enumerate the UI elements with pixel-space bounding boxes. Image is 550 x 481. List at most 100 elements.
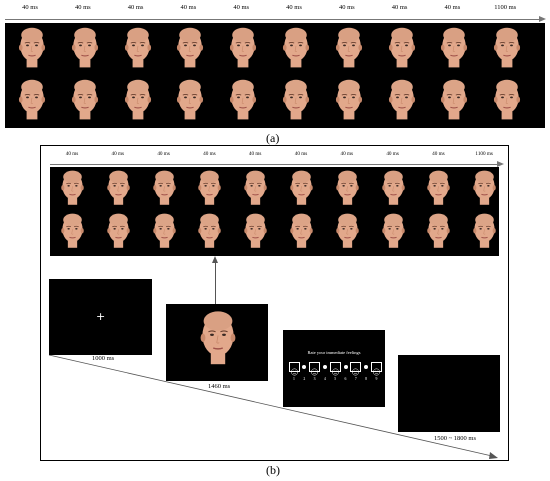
panel-a-face-row2-5 — [225, 77, 261, 129]
face-icon — [336, 213, 359, 248]
face-icon — [473, 213, 496, 248]
face-icon — [336, 170, 359, 205]
panel-b-face-row2-7 — [332, 211, 363, 257]
face-icon — [71, 27, 98, 68]
face-icon — [473, 170, 496, 205]
rating-face-icon-3 — [309, 362, 321, 376]
fixation-screen: + — [49, 279, 152, 355]
panel-a-timing-4: 40 ms — [180, 4, 197, 11]
rating-number-5: 5 — [334, 377, 337, 381]
face-icon — [494, 27, 521, 68]
panel-a-face-row1-2 — [67, 25, 103, 77]
panel-a-face-row2-3 — [120, 77, 156, 129]
panel-b-face-row2-3 — [149, 211, 180, 257]
panel-b-face-row1-7 — [332, 168, 363, 214]
face-icon — [177, 27, 204, 68]
rating-number-6: 6 — [344, 377, 347, 381]
face-icon — [244, 213, 267, 248]
panel-a-face-row1-8 — [384, 25, 420, 77]
rating-face-icon-9 — [370, 362, 382, 376]
target-face — [194, 308, 242, 375]
face-icon — [381, 170, 405, 205]
panel-a-label: (a) — [266, 131, 280, 145]
panel-a-face-row2-8 — [384, 77, 420, 129]
face-icon — [335, 27, 362, 68]
panel-b-face-row1-6 — [286, 168, 317, 214]
face-icon — [282, 79, 310, 120]
face-icon — [124, 27, 151, 68]
rating-number-9: 9 — [375, 377, 378, 381]
rating-dot-4 — [322, 365, 327, 369]
panel-a-timing-6: 40 ms — [286, 4, 302, 11]
panel-a-time-arrowhead — [539, 16, 546, 22]
rating-face-icon-5 — [329, 362, 341, 376]
panel-b-face-row1-3 — [149, 168, 180, 214]
face-icon — [198, 213, 222, 248]
rating-face-icon-7 — [350, 362, 362, 376]
panel-b-face-row1-8 — [378, 168, 409, 214]
face-icon — [107, 170, 130, 205]
panel-a-timing-9: 40 ms — [444, 4, 461, 11]
face-icon — [290, 213, 313, 248]
rating-number-8: 8 — [365, 377, 368, 381]
panel-a-timing-7: 40 ms — [338, 4, 355, 11]
face-icon — [18, 27, 46, 68]
face-icon — [61, 213, 84, 248]
panel-b-face-row2-1 — [57, 211, 88, 257]
face-icon — [427, 213, 451, 248]
panel-b-face-row2-2 — [103, 211, 134, 257]
panel-b-timing-8: 40 ms — [386, 151, 399, 157]
panel-b-timing-10: 1100 ms — [475, 151, 493, 157]
face-duration: 1460 ms — [208, 383, 231, 390]
panel-a-face-row1-9 — [436, 25, 472, 77]
face-icon — [152, 170, 176, 205]
rating-number-7: 7 — [354, 377, 357, 381]
panel-b-face-row2-5 — [240, 211, 271, 257]
face-icon — [18, 79, 46, 120]
panel-b-frame — [40, 145, 509, 461]
face-icon — [244, 170, 267, 205]
panel-b-time-arrow — [50, 164, 498, 165]
panel-a-face-row2-6 — [278, 77, 314, 129]
fixation-cross: + — [96, 310, 106, 323]
face-icon — [198, 170, 222, 205]
panel-b-face-row1-2 — [103, 168, 134, 214]
panel-a-face-row1-10 — [489, 25, 525, 77]
face-icon — [381, 213, 405, 248]
rating-number-1: 1 — [293, 377, 295, 381]
panel-a-face-row2-1 — [14, 77, 50, 129]
panel-b-timing-6: 40 ms — [294, 151, 308, 157]
panel-b-face-row1-5 — [240, 168, 271, 214]
panel-b-label: (b) — [266, 463, 280, 477]
panel-b-face-row1-4 — [194, 168, 225, 214]
face-icon — [200, 311, 236, 365]
panel-b-face-row2-4 — [194, 211, 225, 257]
rating-dot-8 — [364, 365, 369, 369]
face-icon — [494, 79, 521, 120]
face-icon — [388, 79, 415, 120]
panel-b-face-row2-8 — [378, 211, 409, 257]
blank-duration: 1500 ~ 1800 ms — [434, 435, 476, 442]
face-icon — [282, 27, 310, 68]
panel-b-face-row1-10 — [469, 168, 500, 214]
panel-a-timing-1: 40 ms — [22, 4, 38, 11]
panel-a-timing-3: 40 ms — [127, 4, 144, 11]
panel-b-face-row2-9 — [423, 211, 454, 257]
panel-a-face-row2-2 — [67, 77, 103, 129]
face-icon — [427, 170, 451, 205]
panel-a-face-row1-1 — [14, 25, 50, 77]
panel-a-face-row1-7 — [331, 25, 367, 77]
face-icon — [61, 170, 84, 205]
panel-b-face-row2-10 — [469, 211, 500, 257]
rating-dot-2 — [302, 365, 307, 369]
panel-a-face-row1-6 — [278, 25, 314, 77]
panel-a-face-row1-3 — [120, 25, 156, 77]
face-icon — [124, 79, 151, 120]
panel-a-face-row1-4 — [172, 25, 208, 77]
panel-a-face-row2-10 — [489, 77, 525, 129]
panel-b-timing-3: 40 ms — [157, 151, 170, 157]
rating-screen: Rate your immediate feelings 1 2 3 4 5 6 7 8 9 — [283, 330, 385, 407]
panel-a-timing-2: 40 ms — [74, 4, 91, 11]
panel-b-face-row1-1 — [57, 168, 88, 214]
panel-b-timing-1: 40 ms — [65, 151, 79, 157]
